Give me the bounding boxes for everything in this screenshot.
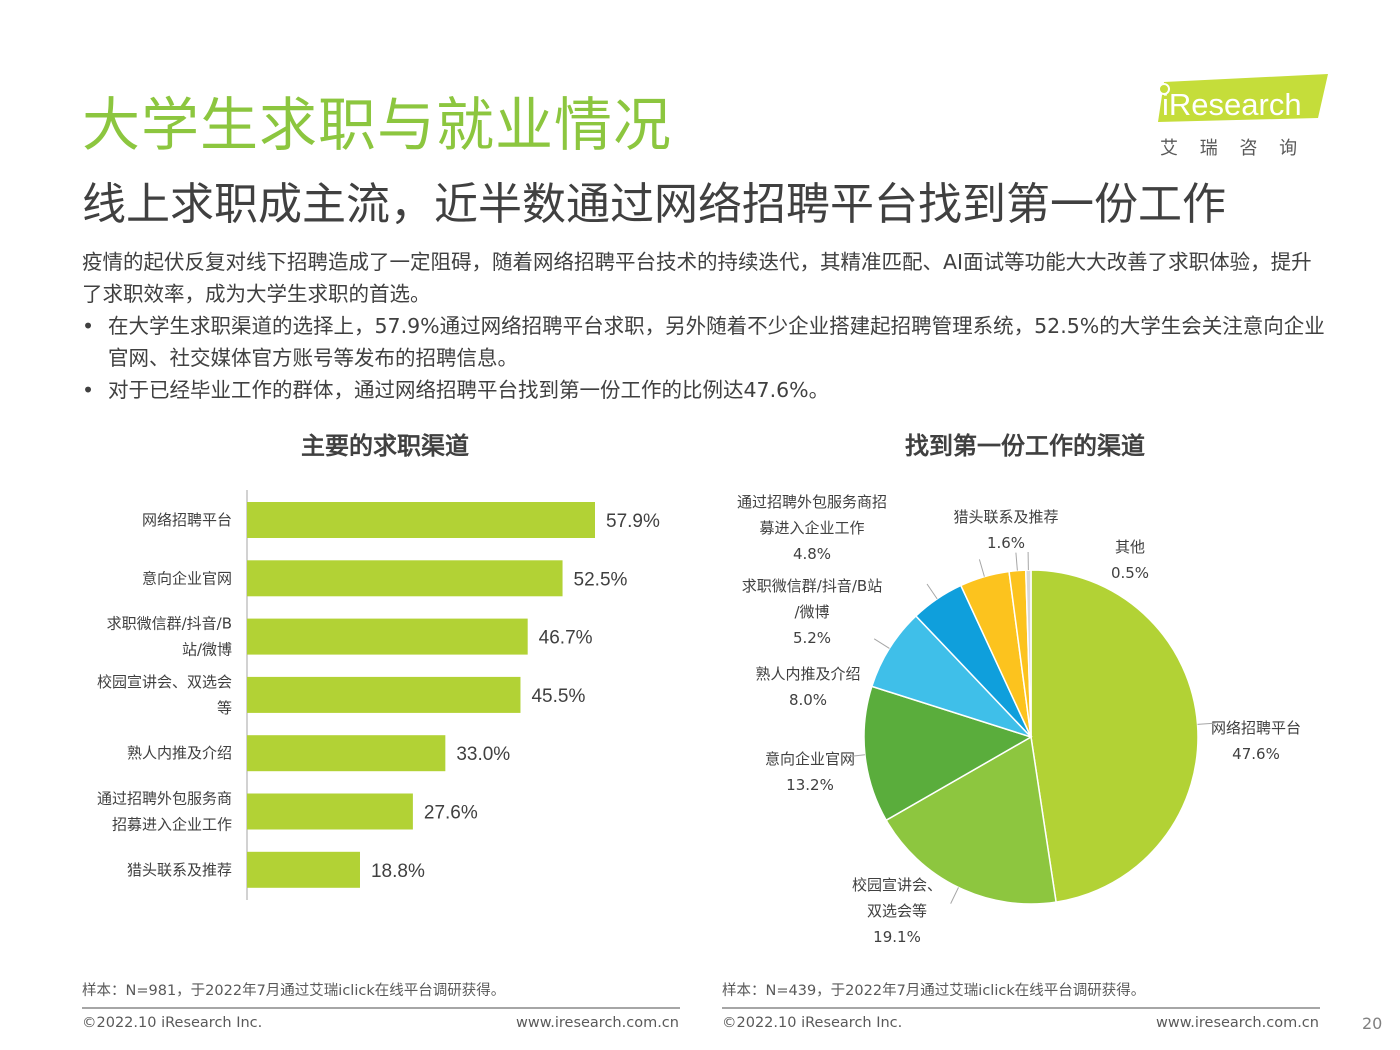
bar-category-label: 招募进入企业工作 [112,816,232,834]
bar-category-label: 校园宣讲会、双选会 [97,673,232,691]
page-number: 20 [1362,1014,1383,1033]
pie-category-label: 通过招聘外包服务商招 [737,493,887,511]
bar-category-label: 意向企业官网 [142,569,232,587]
bar-value-label: 45.5% [531,686,585,707]
pie-chart-note: 样本：N=439，于2022年7月通过艾瑞iclick在线平台调研获得。 [722,983,1146,999]
pie-slice [863,685,1033,822]
logo-text: iResearch [1162,87,1302,122]
bar [247,735,446,772]
pie-category-label: /微博 [794,603,829,621]
bar-category-label: 网络招聘平台 [142,511,232,529]
pie-category-label: 猎头联系及推荐 [953,508,1058,526]
pie-slice [1030,569,1199,903]
pie-value-label: 8.0% [789,691,827,709]
bar-category-label: 站/微博 [182,641,232,659]
bar-value-label: 18.8% [371,861,425,882]
pie-category-label: 募进入企业工作 [759,519,864,537]
pie-category-label: 其他 [1115,538,1145,556]
bar-value-label: 33.0% [456,744,510,765]
bar-category-label: 通过招聘外包服务商 [97,790,232,808]
pie-category-label: 校园宣讲会、 [852,876,942,894]
bar [247,676,521,713]
pie-value-label: 5.2% [793,629,831,647]
pie-category-label: 熟人内推及介绍 [755,665,860,683]
intro-bullet-1: 在大学生求职渠道的选择上，57.9%通过网络招聘平台求职，另外随着不少企业搭建起… [82,310,1332,374]
pie-leader-line [873,638,890,649]
footer-website-right: www.iresearch.com.cn [1156,1015,1319,1031]
bar-category-label: 等 [217,699,232,717]
pie-leader-line [926,583,938,600]
pie-value-label: 4.8% [793,545,831,563]
page-subtitle: 线上求职成主流，近半数通过网络招聘平台找到第一份工作 [82,179,1226,230]
bar-chart-title: 主要的求职渠道 [301,432,469,460]
pie-category-label: 双选会等 [867,902,927,920]
bar [247,618,528,655]
logo-dot-icon [1158,83,1170,95]
bar-category-label: 熟人内推及介绍 [127,744,232,762]
bar [247,560,563,597]
bar-chart-note: 样本：N=981，于2022年7月通过艾瑞iclick在线平台调研获得。 [82,983,506,999]
bar [247,793,413,830]
bar [247,502,595,538]
intro-text-block: 疫情的起伏反复对线下招聘造成了一定阻碍，随着网络招聘平台技术的持续迭代，其精准匹… [82,246,1332,406]
page-title: 大学生求职与就业情况 [82,91,673,159]
bar-value-label: 46.7% [539,628,593,649]
bar-value-label: 57.9% [606,511,660,532]
iresearch-logo: iResearch 艾 瑞 咨 询 [1158,74,1328,159]
pie-leader-line [1015,552,1018,571]
pie-slice [885,735,1057,905]
bar [247,851,360,888]
intro-paragraph: 疫情的起伏反复对线下招聘造成了一定阻碍，随着网络招聘平台技术的持续迭代，其精准匹… [82,250,1312,306]
pie-leader-line [847,754,866,758]
footer-copyright-right: ©2022.10 iResearch Inc. [722,1015,903,1031]
footer-copyright-left: ©2022.10 iResearch Inc. [82,1015,263,1031]
pie-chart-title: 找到第一份工作的渠道 [905,432,1145,460]
bar-value-label: 52.5% [574,569,628,590]
pie-category-label: 求职微信群/抖音/B站 [742,577,882,595]
logo-subtext: 艾 瑞 咨 询 [1160,138,1305,159]
pie-leader-line [1197,722,1216,725]
pie-value-label: 47.6% [1232,745,1280,763]
pie-value-label: 19.1% [873,928,921,946]
pie-category-label: 意向企业官网 [765,750,855,768]
logo-background-shape [1158,74,1328,122]
pie-value-label: 13.2% [786,776,834,794]
bar-value-label: 27.6% [424,803,478,824]
pie-value-label: 1.6% [987,534,1025,552]
pie-value-label: 0.5% [1111,564,1149,582]
pie-category-label: 网络招聘平台 [1211,719,1301,737]
pie-chart: 网络招聘平台 47.6% 校园宣讲会、双选会等 19.1% 意向企业官网 13.2% 熟人内… [737,493,1301,946]
footer-website-left: www.iresearch.com.cn [516,1015,679,1031]
footer-divider-right [722,1007,1320,1009]
bar-category-label: 猎头联系及推荐 [127,861,232,879]
pie-leader-line [950,887,959,904]
footer-divider-left [82,1007,680,1009]
pie-leader-line [978,559,985,577]
intro-bullet-2: 对于已经毕业工作的群体，通过网络招聘平台找到第一份工作的比例达47.6%。 [82,374,1332,406]
bar-chart: 57.9% 网络招聘平台 52.5% 意向企业官网 46.7% 求职微信群/抖音/B 站/微… [97,490,660,900]
bar-category-label: 求职微信群/抖音/B [107,615,232,633]
